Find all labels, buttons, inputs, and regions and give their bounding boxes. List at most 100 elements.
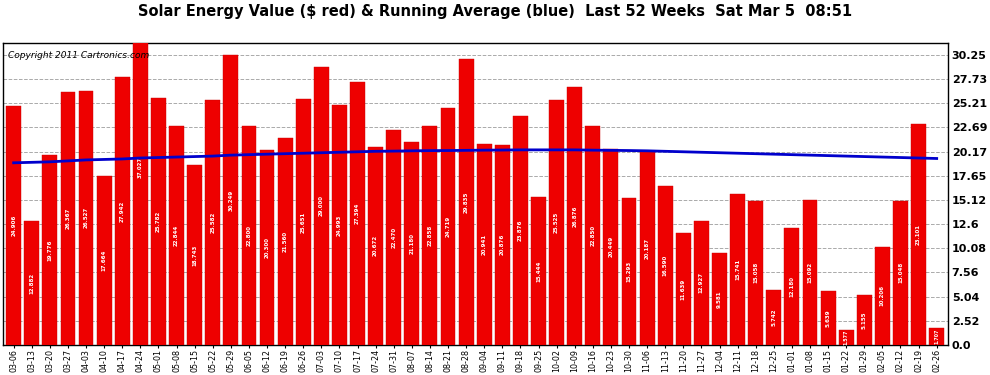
Text: 20.941: 20.941 (482, 234, 487, 255)
Bar (513, 116, 528, 345)
Text: 5.742: 5.742 (771, 309, 776, 326)
Bar (911, 123, 926, 345)
Bar (531, 197, 545, 345)
Text: 20.876: 20.876 (500, 234, 505, 255)
Bar (404, 142, 419, 345)
Bar (224, 55, 239, 345)
Text: 37.027: 37.027 (138, 157, 143, 178)
Bar (585, 126, 600, 345)
Bar (133, 0, 148, 345)
Bar (622, 198, 637, 345)
Text: 25.782: 25.782 (156, 211, 161, 232)
Text: 9.581: 9.581 (717, 290, 722, 308)
Bar (803, 200, 818, 345)
Text: 21.560: 21.560 (282, 231, 288, 252)
Text: 21.180: 21.180 (409, 233, 415, 254)
Text: 29.835: 29.835 (463, 191, 468, 213)
Bar (368, 147, 383, 345)
Text: 18.743: 18.743 (192, 244, 197, 266)
Text: 12.180: 12.180 (789, 276, 794, 297)
Bar (567, 87, 582, 345)
Text: 15.048: 15.048 (898, 262, 903, 284)
Bar (25, 221, 40, 345)
Text: 15.092: 15.092 (808, 262, 813, 283)
Text: 5.639: 5.639 (826, 309, 831, 327)
Bar (151, 98, 166, 345)
Bar (296, 99, 311, 345)
Bar (332, 105, 346, 345)
Bar (314, 67, 329, 345)
Text: 22.850: 22.850 (590, 225, 595, 246)
Bar (640, 152, 654, 345)
Text: 26.527: 26.527 (83, 207, 88, 228)
Text: 1.577: 1.577 (843, 330, 848, 345)
Text: 29.000: 29.000 (319, 195, 324, 216)
Text: Solar Energy Value ($ red) & Running Average (blue)  Last 52 Weeks  Sat Mar 5  0: Solar Energy Value ($ red) & Running Ave… (138, 4, 852, 19)
Bar (766, 290, 781, 345)
Text: 17.664: 17.664 (102, 249, 107, 271)
Text: 24.906: 24.906 (11, 215, 16, 236)
Text: 26.876: 26.876 (572, 206, 577, 227)
Bar (893, 201, 908, 345)
Bar (477, 144, 492, 345)
Bar (875, 247, 890, 345)
Bar (694, 221, 709, 345)
Text: 15.444: 15.444 (536, 260, 541, 282)
Text: 10.206: 10.206 (880, 285, 885, 306)
Text: 25.525: 25.525 (554, 212, 559, 233)
Bar (259, 150, 274, 345)
Bar (169, 126, 184, 345)
Bar (278, 138, 293, 345)
Text: 19.776: 19.776 (48, 239, 52, 261)
Bar (731, 194, 745, 345)
Text: 12.927: 12.927 (699, 272, 704, 294)
Bar (821, 291, 836, 345)
Bar (748, 201, 763, 345)
Text: 25.651: 25.651 (301, 211, 306, 232)
Text: 20.449: 20.449 (609, 236, 614, 258)
Text: 15.293: 15.293 (627, 261, 632, 282)
Text: 26.367: 26.367 (65, 208, 70, 229)
Text: 20.187: 20.187 (644, 237, 649, 259)
Text: 23.101: 23.101 (916, 224, 921, 245)
Text: 27.394: 27.394 (355, 203, 360, 224)
Bar (549, 100, 564, 345)
Bar (423, 126, 438, 345)
Bar (458, 59, 473, 345)
Bar (43, 155, 57, 345)
Bar (930, 328, 944, 345)
Text: 20.672: 20.672 (373, 235, 378, 256)
Bar (97, 176, 112, 345)
Bar (205, 100, 220, 345)
Text: 25.582: 25.582 (210, 211, 215, 233)
Text: 1.707: 1.707 (935, 329, 940, 344)
Text: 27.942: 27.942 (120, 200, 125, 222)
Bar (657, 186, 672, 345)
Text: 12.882: 12.882 (30, 273, 35, 294)
Bar (60, 92, 75, 345)
Text: 22.800: 22.800 (247, 225, 251, 246)
Bar (350, 82, 365, 345)
Text: 15.058: 15.058 (753, 262, 758, 283)
Bar (441, 108, 455, 345)
Text: 22.844: 22.844 (174, 225, 179, 246)
Text: 24.993: 24.993 (337, 214, 342, 236)
Bar (6, 106, 21, 345)
Text: 23.876: 23.876 (518, 220, 523, 241)
Text: 22.470: 22.470 (391, 226, 396, 248)
Text: 22.858: 22.858 (428, 225, 433, 246)
Bar (386, 129, 401, 345)
Bar (604, 149, 619, 345)
Bar (242, 126, 256, 345)
Bar (839, 330, 853, 345)
Bar (78, 91, 93, 345)
Text: 16.590: 16.590 (662, 255, 667, 276)
Text: Copyright 2011 Cartronics.com: Copyright 2011 Cartronics.com (8, 51, 148, 60)
Bar (187, 165, 202, 345)
Bar (857, 296, 872, 345)
Bar (712, 253, 727, 345)
Bar (676, 233, 691, 345)
Bar (115, 77, 130, 345)
Bar (784, 228, 799, 345)
Text: 24.719: 24.719 (446, 216, 450, 237)
